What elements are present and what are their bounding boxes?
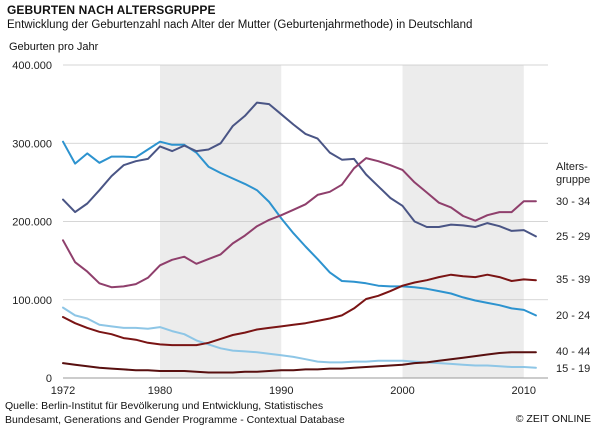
y-tick-label: 100.000 xyxy=(12,295,52,307)
series-line-40-44 xyxy=(62,351,537,374)
x-tick-labels: 1972 1980 1990 2000 2010 xyxy=(51,385,536,397)
grid-lines xyxy=(63,64,548,379)
legend-label: 35 - 39 xyxy=(556,274,590,286)
legend-label: 25 - 29 xyxy=(556,231,590,243)
series-legend: Alters-gruppe 15 - 19 20 - 24 25 - 29 30 - 3… xyxy=(556,161,590,375)
y-tick-label: 200.000 xyxy=(12,217,52,229)
series-line-30-34 xyxy=(62,157,537,289)
x-tick-label: 1972 xyxy=(51,385,75,397)
legend-label: 20 - 24 xyxy=(556,310,590,322)
chart-title: GEBURTEN NACH ALTERSGRUPPE xyxy=(7,3,216,17)
legend-label: 40 - 44 xyxy=(556,346,590,358)
series-line-25-29 xyxy=(62,101,537,238)
x-tick-label: 2010 xyxy=(512,385,536,397)
series-lines xyxy=(62,101,537,374)
source-line-2: Bundesamt, Generations and Gender Progra… xyxy=(5,414,345,426)
source-line-1: Quelle: Berlin-Institut für Bevölkerung … xyxy=(5,400,324,412)
series-line-15-19 xyxy=(62,306,537,369)
series-line-35-39 xyxy=(62,273,537,347)
y-axis-label: Geburten pro Jahr xyxy=(9,41,99,53)
y-tick-label: 400.000 xyxy=(12,60,52,72)
y-tick-labels: 0 100.000 200.000 300.000 400.000 xyxy=(12,60,52,385)
legend-title: Alters-gruppe xyxy=(556,161,590,186)
source-note: Quelle: Berlin-Institut für Bevölkerung … xyxy=(5,399,345,427)
publisher-credit: © ZEIT ONLINE xyxy=(515,413,591,425)
legend-label: 15 - 19 xyxy=(556,363,590,375)
chart-subtitle: Entwicklung der Geburtenzahl nach Alter … xyxy=(7,19,473,31)
x-tick-label: 1990 xyxy=(269,385,293,397)
series-line-20-24 xyxy=(62,140,537,317)
x-tick-label: 1980 xyxy=(148,385,172,397)
y-tick-label: 0 xyxy=(46,373,52,385)
legend-label: 30 - 34 xyxy=(556,196,590,208)
y-tick-label: 300.000 xyxy=(12,138,52,150)
x-tick-label: 2000 xyxy=(390,385,414,397)
